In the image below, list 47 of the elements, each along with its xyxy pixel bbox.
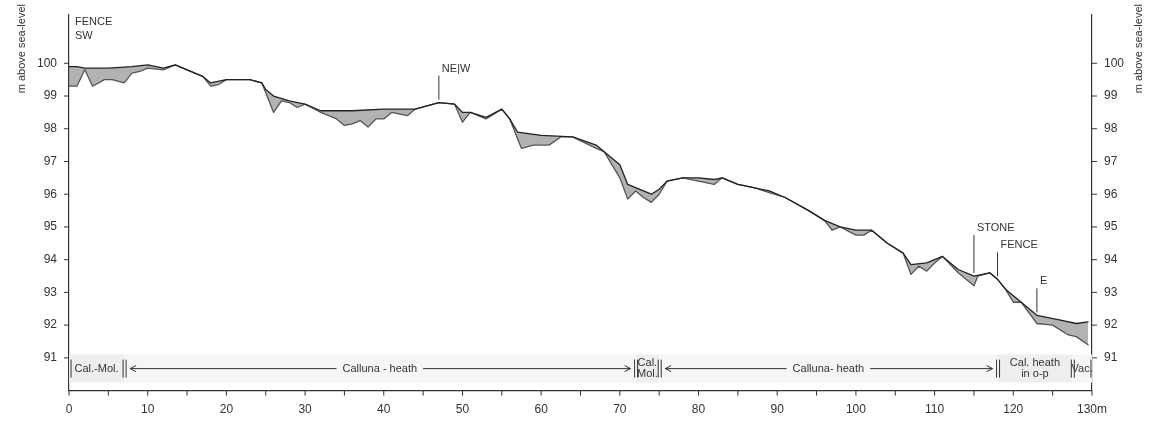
y2-tick-label: 98 bbox=[1103, 121, 1118, 136]
x-tick-label: 20 bbox=[219, 402, 234, 417]
x-tick-label: 30 bbox=[298, 402, 313, 417]
band-label: Cal. heath in o-p bbox=[1009, 356, 1061, 380]
x-tick-label: 70 bbox=[613, 402, 627, 417]
y-axis-title: m above sea-level bbox=[15, 4, 28, 94]
annotation: STONE bbox=[976, 221, 1015, 234]
band-label: Calluna- heath bbox=[792, 361, 865, 374]
y2-tick-label: 92 bbox=[1103, 317, 1118, 332]
annotation: E bbox=[1039, 274, 1048, 287]
y-tick-label: 98 bbox=[43, 121, 58, 136]
x-tick-label: 50 bbox=[455, 402, 470, 417]
y2-axis-title: m above sea-level bbox=[1132, 4, 1145, 94]
y2-tick-label: 96 bbox=[1103, 186, 1118, 201]
y-tick-label: 93 bbox=[43, 284, 58, 299]
x-tick-label: 130m bbox=[1076, 402, 1107, 417]
y2-tick-label: 100 bbox=[1103, 55, 1125, 70]
annotation: FENCE bbox=[1000, 238, 1038, 251]
y2-tick-label: 97 bbox=[1103, 153, 1118, 168]
y-tick-label: 91 bbox=[43, 350, 58, 365]
band-label: Calluna - heath bbox=[342, 361, 418, 374]
x-tick-label: 90 bbox=[770, 402, 785, 417]
y-tick-label: 92 bbox=[43, 317, 58, 332]
x-tick-label: 0 bbox=[65, 402, 73, 417]
y2-tick-label: 95 bbox=[1103, 219, 1118, 234]
x-tick-label: 60 bbox=[534, 402, 549, 417]
y-tick-label: 95 bbox=[43, 219, 58, 234]
band-label: Cal.-Mol. bbox=[74, 361, 119, 374]
y2-tick-label: 93 bbox=[1103, 284, 1118, 299]
x-tick-label: 110 bbox=[925, 402, 945, 417]
y-tick-label: 97 bbox=[43, 153, 58, 168]
y-tick-label: 96 bbox=[43, 186, 58, 201]
y2-tick-label: 94 bbox=[1103, 251, 1118, 266]
x-tick-label: 80 bbox=[691, 402, 706, 417]
y-tick-label: 99 bbox=[43, 88, 58, 103]
annotation: FENCE bbox=[75, 15, 113, 28]
x-tick-label: 10 bbox=[141, 402, 155, 417]
x-tick-label: 100 bbox=[845, 402, 867, 417]
annotation: SW bbox=[75, 29, 94, 42]
x-tick-label: 40 bbox=[377, 402, 391, 417]
y-tick-label: 94 bbox=[43, 251, 58, 266]
y-tick-label: 100 bbox=[36, 55, 58, 70]
y2-tick-label: 91 bbox=[1103, 350, 1118, 365]
annotation: NE|W bbox=[441, 61, 471, 74]
y2-tick-label: 99 bbox=[1103, 88, 1118, 103]
x-tick-label: 120 bbox=[1003, 402, 1024, 417]
band-label: Cal. Mol. bbox=[637, 356, 658, 380]
